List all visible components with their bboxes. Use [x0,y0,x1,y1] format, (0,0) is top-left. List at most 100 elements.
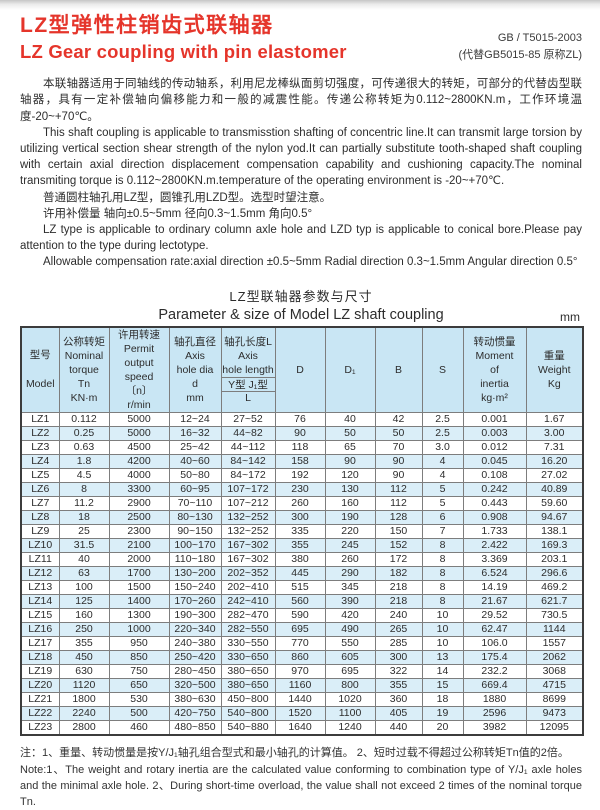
table-cell: 1500 [108,579,170,595]
col-B: B [374,326,423,413]
table-cell: 590 [274,607,326,623]
table-cell: 3.369 [462,551,527,567]
table-cell: 282~550 [220,621,276,637]
table-cell: 44~82 [220,425,276,441]
table-cell: 1160 [274,677,326,693]
table-cell: 40 [58,551,110,567]
table-cell: 190~300 [168,607,222,623]
table-cell: 390 [324,593,376,609]
table-cell: 2240 [58,705,110,721]
table-cell: LZ1 [20,411,60,427]
col-model-en: Model [25,378,55,391]
table-cell: 40~60 [168,453,222,469]
table-cell: LZ18 [20,649,60,665]
table-cell: 285 [374,635,423,651]
table-title-zh: LZ型联轴器参数与尺寸 [229,288,373,304]
table-cell: 202~410 [220,579,276,595]
table-row: LZ2 0.25 5000 16~32 44~82 90 50 50 2.5 0.003 3.00 [20,425,584,441]
table-row: LZ15 160 1300 190~300 282~470 590 420 240 10 29.5… [20,607,584,623]
table-cell: LZ21 [20,691,60,707]
page-title-en: LZ Gear coupling with pin elastomer [20,41,347,63]
table-cell: 380~630 [168,691,222,707]
table-cell: 1640 [274,719,326,736]
table-row: LZ4 1.8 4200 40~60 84~142 158 90 90 4 0.045 16.20 [20,453,584,469]
table-cell: 42 [374,411,423,427]
table-cell: 10 [421,621,464,637]
table-cell: 380 [274,551,326,567]
table-cell: 260 [274,495,326,511]
table-row: LZ23 2800 460 480~850 540~880 1640 1240 440 20 39… [20,719,584,736]
table-cell: 355 [274,537,326,553]
table-cell: 94.67 [525,509,584,525]
col-axis-hole-length: 轴孔长度L Axis hole length Y型 J₁型 L [220,326,276,413]
table-cell: LZ4 [20,453,60,469]
table-cell: 250 [58,621,110,637]
table-cell: 132~252 [220,509,276,525]
table-cell: 630 [58,663,110,679]
table-cell: 250~420 [168,649,222,665]
table-row: LZ22 2240 500 420~750 540~800 1520 1100 405 19 25… [20,705,584,721]
table-cell: 202~352 [220,565,276,581]
table-cell: 4 [421,467,464,483]
table-cell: 2000 [108,551,170,567]
table-row: LZ8 18 2500 80~130 132~252 300 190 128 6 0.908 94.… [20,509,584,525]
table-cell: 8 [421,537,464,553]
col-inertia-zh: 转动惯量 [473,335,516,348]
table-cell: 0.25 [58,425,110,441]
table-cell: 695 [324,663,376,679]
table-cell: 12~24 [168,411,222,427]
table-cell: 19 [421,705,464,721]
table-cell: 550 [324,635,376,651]
table-cell: LZ15 [20,607,60,623]
table-cell: 170~260 [168,593,222,609]
table-cell: 1800 [58,691,110,707]
col-S: S [421,326,464,413]
table-cell: 10 [421,635,464,651]
table-cell: 40 [324,411,376,427]
table-cell: 150~240 [168,579,222,595]
coupling-table-body: LZ1 0.112 5000 12~24 27~52 76 40 42 2.5 0.001 1.67… [20,411,584,736]
table-cell: 0.003 [462,425,527,441]
table-cell: 750 [108,663,170,679]
table-cell: 8699 [525,691,584,707]
col-torque-symbol: Tn [77,377,91,390]
table-cell: 13 [421,649,464,665]
table-cell: 950 [108,635,170,651]
table-cell: 169.3 [525,537,584,553]
table-cell: 172 [374,551,423,567]
table-cell: 282~470 [220,607,276,623]
table-cell: 29.52 [462,607,527,623]
type-note-en: LZ type is applicable to ordinary column… [20,223,582,253]
table-cell: LZ9 [20,523,60,539]
table-cell: 290 [324,565,376,581]
table-cell: LZ22 [20,705,60,721]
table-cell: 2.5 [421,425,464,441]
table-cell: LZ12 [20,565,60,581]
table-cell: 25 [58,523,110,539]
table-cell: 3982 [462,719,527,736]
col-torque-unit: KN·m [70,391,98,404]
table-cell: 0.012 [462,439,527,455]
col-weight-unit: Kg [547,377,561,390]
table-cell: 460 [108,719,170,736]
table-row: LZ6 8 3300 60~95 107~172 230 130 112 5 0.242 40.89 [20,481,584,497]
table-cell: 132~252 [220,523,276,539]
col-dia-en2: hole dia [176,363,214,376]
table-cell: LZ11 [20,551,60,567]
table-cell: 970 [274,663,326,679]
table-cell: 5 [421,495,464,511]
table-cell: 480~850 [168,719,222,736]
table-cell: 65 [324,439,376,455]
table-cell: 192 [274,467,326,483]
col-inertia-en1: Moment [475,349,514,362]
table-cell: 16~32 [168,425,222,441]
col-axis-hole-dia: 轴孔直径 Axis hole dia d mm [168,326,222,413]
table-cell: 1.8 [58,453,110,469]
col-weight-en: Weight [538,363,571,376]
table-cell: 380~650 [220,663,276,679]
table-cell: 4200 [108,453,170,469]
table-cell: LZ16 [20,621,60,637]
table-cell: 1.733 [462,523,527,539]
table-row: LZ20 1120 650 320~500 380~650 1160 800 355 15 669… [20,677,584,693]
